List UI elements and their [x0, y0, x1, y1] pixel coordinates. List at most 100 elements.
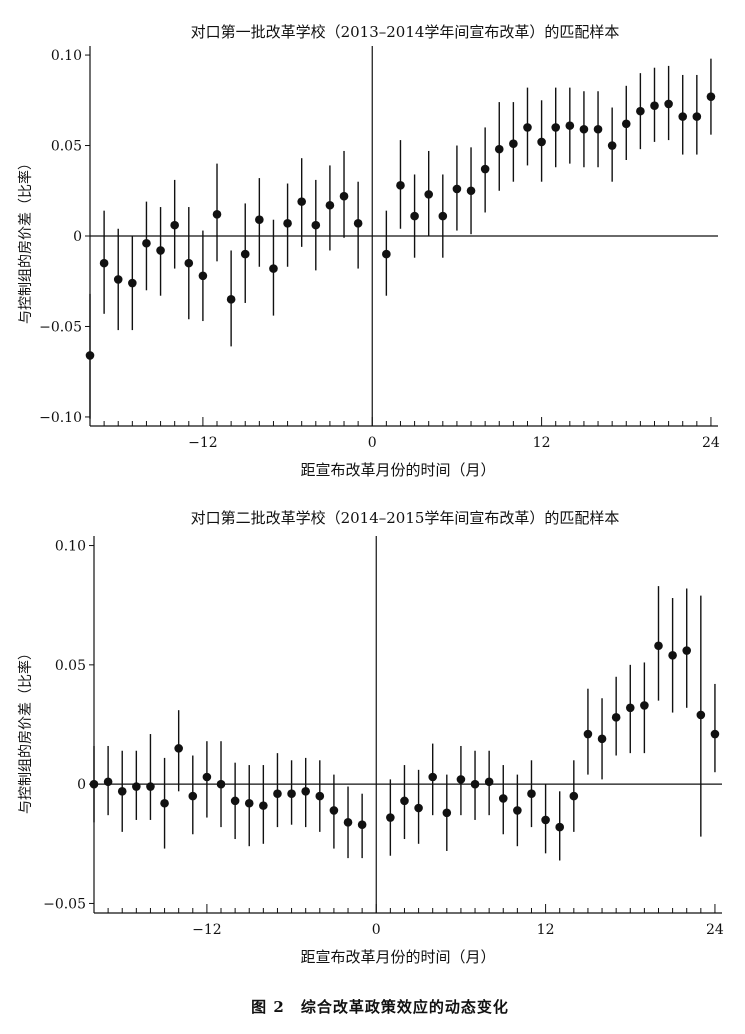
chart-2-data-point [513, 806, 522, 815]
chart-1-data-point [184, 258, 194, 268]
chart-1-data-point [212, 209, 222, 219]
chart-2-data-point [259, 801, 268, 810]
chart-2-data-point [273, 789, 282, 798]
chart-1-y-axis-label: 与控制组的房价差（比率） [17, 156, 34, 324]
chart-2-data-point [696, 710, 706, 720]
chart-2-data-point [555, 822, 565, 832]
chart-2-data-point [174, 744, 183, 753]
chart-1-data-point [339, 191, 349, 201]
chart-2-marks [89, 586, 720, 861]
chart-1-data-point [537, 137, 546, 147]
chart-2-data-point [117, 787, 127, 796]
chart-1-data-point [99, 258, 109, 268]
chart-1-data-point [156, 246, 165, 255]
chart-2-data-point [287, 789, 296, 798]
chart-1-data-point [452, 184, 462, 194]
chart-2-data-point [569, 791, 579, 801]
chart-2-y-tick-label: −0.05 [43, 896, 86, 912]
chart-1-data-point [523, 123, 532, 132]
chart-1-data-point [650, 101, 659, 111]
chart-2-data-point [343, 818, 353, 827]
chart-1-data-point [297, 197, 306, 206]
chart-2-data-point [230, 796, 240, 806]
chart-2-data-point [386, 813, 395, 822]
chart-2-data-point [611, 713, 621, 722]
chart-1-data-point [353, 219, 363, 228]
chart-1-data-point [113, 275, 123, 284]
chart-2-data-point [541, 815, 550, 825]
chart-2-y-tick-label: 0 [77, 777, 86, 793]
chart-2-data-point [498, 794, 508, 803]
chart-1-data-point [678, 112, 688, 121]
chart-1-x-tick-label: −12 [188, 435, 218, 451]
chart-2-x-tick-label: 12 [537, 922, 555, 938]
chart-2-y-tick-label: 0.05 [55, 658, 86, 674]
chart-2-axes: −12 0 12 24 0.10 0.05 0 −0.05 [43, 536, 724, 938]
chart-1-x-tick-label: 0 [368, 435, 377, 451]
chart-2-data-point [301, 787, 310, 796]
chart-1-data-point [283, 219, 292, 228]
chart-2-data-point [132, 782, 141, 791]
chart-2-data-point [315, 791, 325, 801]
chart-1-y-tick-label: −0.05 [39, 319, 82, 335]
chart-2-data-point [583, 729, 593, 739]
chart-1-data-point [494, 144, 504, 154]
chart-2-data-point [188, 791, 198, 801]
chart-1-data-point [142, 238, 151, 248]
chart-2-data-point [597, 734, 607, 744]
chart-2-data-point [329, 806, 339, 815]
chart-2-data-point [654, 641, 663, 651]
chart-2-data-point [357, 820, 367, 830]
chart-1-data-point [607, 141, 617, 150]
chart-2-data-point [470, 779, 480, 789]
chart-1-y-tick-label: −0.10 [39, 410, 82, 426]
chart-2-x-tick-label: 0 [372, 922, 381, 938]
chart-2-data-point [89, 779, 99, 789]
chart-1-data-point [551, 123, 561, 132]
chart-1-data-point [311, 220, 321, 230]
chart-1-data-point [692, 112, 702, 121]
chart-2-data-point [202, 772, 212, 782]
chart-1-data-point [706, 92, 716, 101]
chart-2-data-point [216, 779, 226, 789]
chart-2-data-point [625, 703, 635, 713]
chart-2-data-point [710, 729, 720, 739]
chart-1-data-point [255, 215, 264, 225]
chart-1-data-point [410, 211, 419, 221]
chart-1-data-point [466, 186, 476, 196]
chart-2-x-tick-label: 24 [706, 922, 724, 938]
chart-2-data-point [146, 782, 155, 791]
figure-caption: 图 2 综合改革政策效应的动态变化 [251, 998, 509, 1016]
chart-1-data-point [621, 119, 631, 129]
chart-panel-2: 对口第二批改革学校（2014–2015学年间宣布改革）的匹配样本 −12 0 12 2… [17, 509, 724, 966]
chart-1-data-point [226, 295, 236, 304]
chart-2-data-point [456, 775, 466, 784]
chart-1-data-point [240, 249, 250, 259]
chart-1-data-point [636, 106, 645, 116]
chart-1-y-tick-label: 0.10 [51, 48, 82, 64]
chart-2-data-point [484, 777, 494, 787]
chart-1-data-point [664, 99, 673, 109]
chart-1-y-tick-label: 0.05 [51, 139, 82, 155]
chart-1-data-point [480, 164, 490, 174]
chart-2-data-point [160, 798, 169, 808]
chart-1-x-axis-label: 距宣布改革月份的时间（月） [300, 461, 495, 479]
chart-2-x-axis-label: 距宣布改革月份的时间（月） [300, 948, 495, 966]
chart-2-data-point [640, 701, 649, 710]
chart-2-x-tick-label: −12 [192, 922, 222, 938]
chart-2-data-point [400, 796, 409, 806]
chart-2-data-point [668, 651, 677, 660]
chart-2-data-point [527, 789, 536, 798]
chart-2-data-point [442, 808, 452, 818]
chart-2-y-tick-label: 0.10 [55, 539, 86, 555]
chart-2-y-axis-label: 与控制组的房价差（比率） [17, 646, 34, 814]
chart-1-x-tick-label: 24 [702, 435, 720, 451]
chart-1-data-point [438, 211, 448, 221]
chart-1-data-point [593, 124, 603, 134]
chart-1-data-point [128, 278, 137, 288]
chart-1-y-tick-label: 0 [73, 229, 82, 245]
chart-1-data-point [396, 181, 405, 190]
chart-1-data-point [382, 249, 391, 259]
chart-1-data-point [565, 121, 575, 130]
